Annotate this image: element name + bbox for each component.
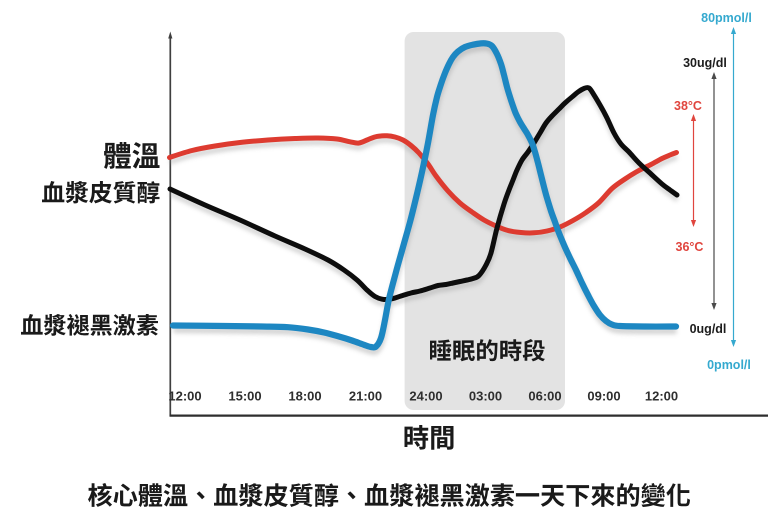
- svg-text:09:00: 09:00: [587, 389, 620, 404]
- svg-text:06:00: 06:00: [528, 389, 561, 404]
- svg-text:18:00: 18:00: [288, 389, 321, 404]
- svg-text:36°C: 36°C: [676, 240, 704, 254]
- svg-text:12:00: 12:00: [168, 389, 201, 404]
- svg-text:24:00: 24:00: [409, 389, 442, 404]
- svg-text:03:00: 03:00: [469, 389, 502, 404]
- svg-text:0ug/dl: 0ug/dl: [690, 322, 727, 336]
- svg-text:80pmol/l: 80pmol/l: [701, 11, 752, 25]
- svg-text:30ug/dl: 30ug/dl: [683, 56, 727, 70]
- svg-text:38°C: 38°C: [674, 99, 702, 113]
- svg-text:0pmol/l: 0pmol/l: [707, 358, 751, 372]
- svg-text:12:00: 12:00: [645, 389, 678, 404]
- svg-text:21:00: 21:00: [349, 389, 382, 404]
- svg-text:15:00: 15:00: [228, 389, 261, 404]
